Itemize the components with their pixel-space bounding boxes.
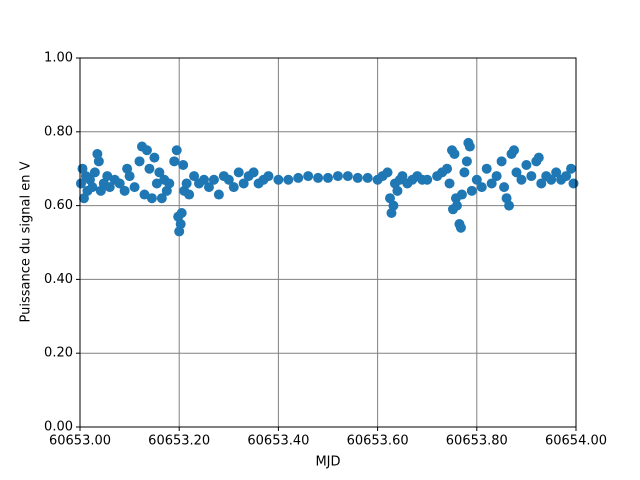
point: [536, 178, 547, 189]
point: [499, 182, 510, 193]
point: [456, 189, 467, 200]
point: [171, 145, 182, 156]
point: [464, 141, 475, 152]
point: [184, 189, 195, 200]
point: [114, 178, 125, 189]
point: [551, 167, 562, 178]
point: [273, 174, 284, 185]
point: [75, 178, 86, 189]
x-axis-label: MJD: [315, 455, 340, 470]
point: [491, 171, 502, 182]
point: [388, 200, 399, 211]
point: [496, 156, 507, 167]
point: [203, 182, 214, 193]
point: [313, 172, 324, 183]
point: [89, 167, 100, 178]
point: [546, 174, 557, 185]
point: [509, 145, 519, 156]
point: [561, 171, 572, 182]
point: [451, 200, 462, 211]
x-tick-label: 60654.00: [545, 434, 607, 449]
point: [119, 185, 130, 196]
point: [208, 174, 219, 185]
point: [293, 172, 304, 183]
point: [238, 178, 249, 189]
y-axis-label: Puissance du signal en V: [19, 161, 34, 322]
point: [93, 156, 104, 167]
point: [146, 193, 157, 204]
point: [124, 171, 135, 182]
point: [175, 219, 186, 230]
point: [303, 171, 314, 182]
point: [533, 152, 544, 163]
point: [568, 178, 579, 189]
point: [481, 163, 492, 174]
point: [149, 152, 160, 163]
y-tick-label: 1.00: [44, 51, 73, 66]
point: [444, 178, 455, 189]
y-tick-label: 0.60: [44, 198, 73, 213]
point: [449, 148, 460, 159]
point: [164, 178, 175, 189]
point: [526, 171, 537, 182]
point: [459, 167, 470, 178]
point: [104, 182, 115, 193]
y-tick-label: 0.20: [44, 346, 73, 361]
point: [486, 178, 497, 189]
x-tick-label: 60653.00: [49, 434, 111, 449]
point: [283, 174, 294, 185]
point: [516, 174, 527, 185]
point: [382, 167, 393, 178]
point: [223, 174, 234, 185]
point: [213, 189, 224, 200]
point: [139, 189, 150, 200]
point: [476, 182, 487, 193]
point: [144, 163, 155, 174]
point: [342, 171, 353, 182]
plot-frame: [79, 57, 577, 428]
point: [151, 178, 162, 189]
x-tick-label: 60653.20: [148, 434, 210, 449]
point: [504, 200, 515, 211]
y-tick-label: 0.40: [44, 272, 73, 287]
point: [263, 171, 274, 182]
point: [362, 172, 373, 183]
point: [471, 174, 482, 185]
point: [156, 193, 167, 204]
point: [248, 167, 259, 178]
point: [228, 182, 239, 193]
point: [87, 182, 98, 193]
x-tick-label: 60653.40: [247, 434, 309, 449]
point: [511, 167, 522, 178]
point: [392, 185, 403, 196]
x-tick-label: 60653.80: [446, 434, 508, 449]
point: [422, 174, 433, 185]
point: [332, 171, 343, 182]
point: [461, 156, 472, 167]
y-tick-label: 0.00: [44, 420, 73, 435]
y-tick-label: 0.80: [44, 124, 73, 139]
point: [181, 178, 192, 189]
point: [134, 156, 145, 167]
point: [189, 171, 200, 182]
point: [455, 222, 466, 233]
point: [566, 163, 577, 174]
point: [199, 174, 209, 185]
point: [129, 182, 140, 193]
point: [154, 167, 165, 178]
point: [521, 160, 532, 171]
x-tick-label: 60653.60: [347, 434, 409, 449]
point: [102, 171, 113, 182]
point: [466, 185, 477, 196]
point: [397, 171, 408, 182]
point: [233, 167, 244, 178]
point: [323, 172, 333, 183]
point: [178, 160, 189, 171]
point: [169, 156, 180, 167]
point: [352, 172, 363, 183]
point: [176, 207, 187, 218]
point: [141, 145, 152, 156]
point: [442, 163, 453, 174]
